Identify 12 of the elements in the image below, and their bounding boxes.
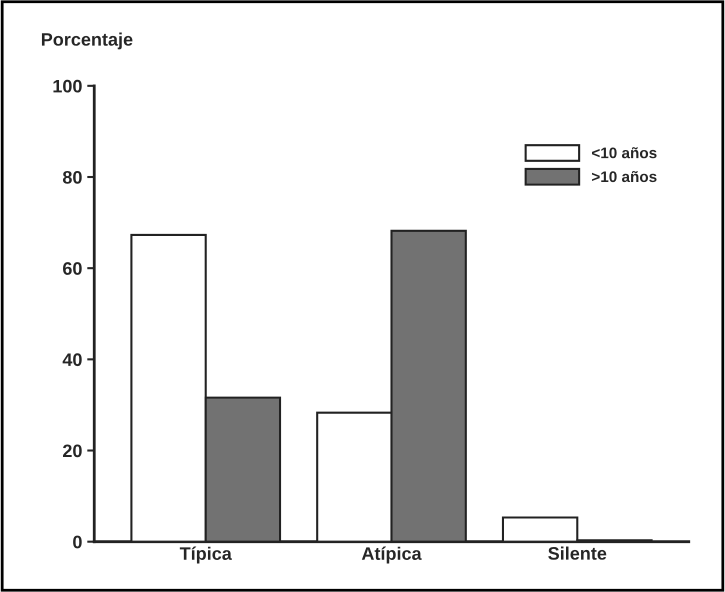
x-tick-label: Típica xyxy=(180,546,232,564)
y-tick-label: 40 xyxy=(62,353,82,366)
y-tick-label: 0 xyxy=(73,536,82,548)
legend-label: <10 años xyxy=(592,147,657,158)
y-tick-label: 80 xyxy=(62,170,82,184)
y-axis-title: Porcentaje xyxy=(42,32,132,50)
legend-label: >10 años xyxy=(592,170,657,182)
y-tick-label: 100 xyxy=(53,80,82,93)
x-tick-label: Silente xyxy=(548,546,606,560)
y-tick-label: 60 xyxy=(63,262,82,275)
y-tick-label: 20 xyxy=(62,444,82,458)
x-tick-label: Atípica xyxy=(362,546,422,564)
